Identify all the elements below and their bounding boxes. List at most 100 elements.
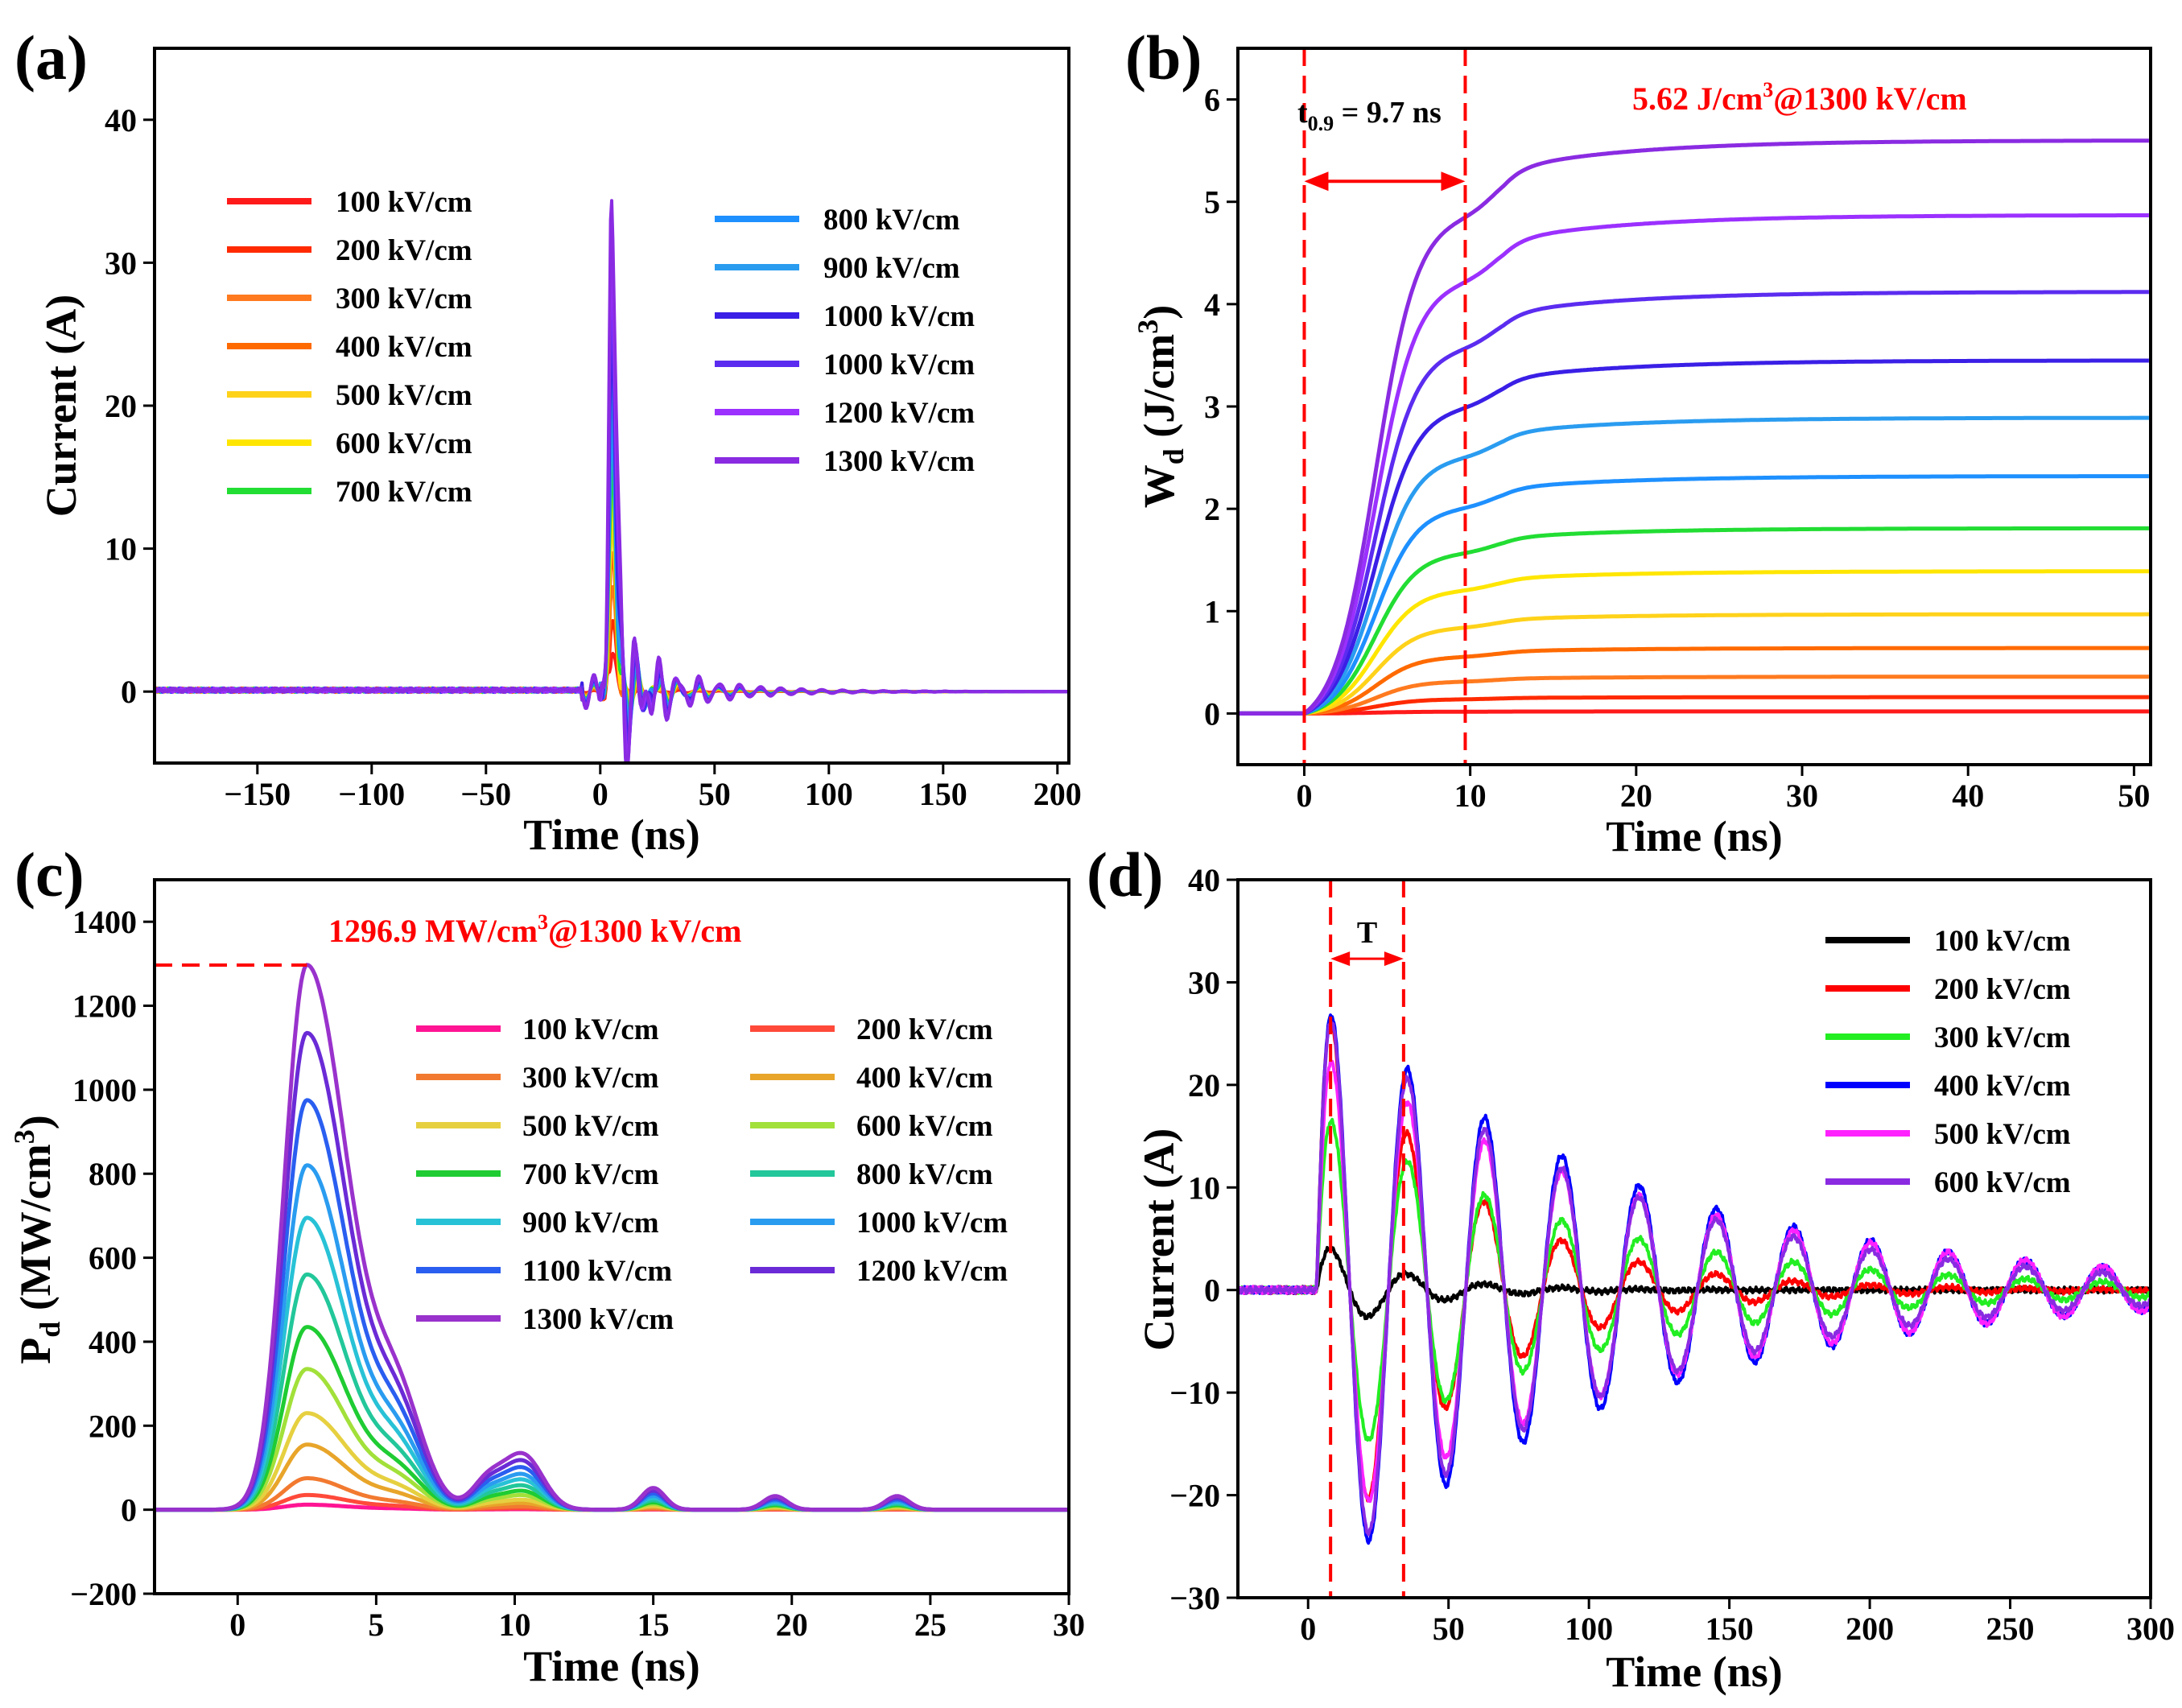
x-tick-label: 150 <box>919 776 967 812</box>
x-tick-label: 150 <box>1706 1611 1754 1647</box>
legend-label: 800 kV/cm <box>823 204 960 237</box>
legend-label: 800 kV/cm <box>856 1158 993 1191</box>
annotation-red-sup: 3 <box>1763 78 1773 101</box>
x-tick-label: 50 <box>699 776 731 812</box>
x-tick-label: 0 <box>1300 1611 1316 1647</box>
x-axis-label: Time (ns) <box>523 1642 700 1690</box>
panel-label: (c) <box>14 840 85 910</box>
x-tick-label: 200 <box>1846 1611 1894 1647</box>
plot-area <box>155 963 1069 1512</box>
x-tick-label: 10 <box>1454 778 1487 814</box>
annotation-red-pre: 1296.9 MW/cm <box>328 913 538 949</box>
x-tick-label: 200 <box>1033 776 1082 812</box>
legend-label: 300 kV/cm <box>1934 1021 2071 1054</box>
series-line <box>1238 1021 2151 1537</box>
y-tick-label: −200 <box>70 1576 137 1612</box>
annotation-red-sup: 3 <box>538 910 548 934</box>
legend-label: 600 kV/cm <box>336 427 472 460</box>
legend-label: 300 kV/cm <box>522 1062 659 1095</box>
annotation-red-post: @1300 kV/cm <box>1773 80 1967 117</box>
ylabel-sub: d <box>34 1322 66 1338</box>
y-tick-label: 1200 <box>72 988 137 1025</box>
arrow-head-left <box>1304 171 1329 192</box>
y-tick-label: 30 <box>105 245 137 281</box>
series-line <box>1238 474 2150 716</box>
series-line <box>155 1367 1069 1512</box>
y-tick-label: −10 <box>1169 1375 1220 1411</box>
legend-label: 500 kV/cm <box>336 379 472 412</box>
x-tick-label: 100 <box>805 776 853 812</box>
legend-label: 1000 kV/cm <box>856 1207 1008 1240</box>
y-tick-label: 1 <box>1204 593 1220 629</box>
y-axis-label: Current (A) <box>37 295 85 517</box>
y-tick-label: 4 <box>1204 287 1220 323</box>
y-axis-label: Pd (MW/cm3) <box>8 1115 66 1364</box>
plot-area <box>1238 138 2150 716</box>
y-tick-label: 6 <box>1204 82 1220 118</box>
plot-area <box>155 199 1069 763</box>
legend-label: 900 kV/cm <box>522 1207 659 1240</box>
legend-label: 400 kV/cm <box>856 1062 993 1095</box>
legend-label: 1200 kV/cm <box>823 397 975 430</box>
annotation-max-power: 1296.9 MW/cm3@1300 kV/cm <box>328 910 741 949</box>
series-line <box>1238 213 2150 716</box>
y-tick-label: 40 <box>105 102 137 138</box>
x-tick-label: 20 <box>776 1607 808 1643</box>
legend-label: 900 kV/cm <box>823 252 960 285</box>
y-tick-label: 10 <box>1188 1170 1220 1206</box>
panel-label: (d) <box>1087 840 1163 910</box>
y-tick-label: 20 <box>105 388 137 424</box>
annotation-max-energy: 5.62 J/cm3@1300 kV/cm <box>1632 78 1967 117</box>
legend-label: 1300 kV/cm <box>522 1303 674 1336</box>
legend-label: 1300 kV/cm <box>823 445 975 478</box>
annotation-red-post: @1300 kV/cm <box>548 913 742 949</box>
legend-label: 200 kV/cm <box>1934 973 2071 1006</box>
y-tick-label: −20 <box>1169 1478 1220 1514</box>
legend-label: 600 kV/cm <box>856 1110 993 1143</box>
x-axis-label: Time (ns) <box>523 811 700 859</box>
series-line <box>1238 138 2150 716</box>
legend-label: 200 kV/cm <box>336 234 472 267</box>
panel-c: 0 5 10 15 20 25 30 −200 0 200 400 600 800 1000 1200 140… <box>8 840 1085 1690</box>
y-tick-label: 1400 <box>72 904 137 940</box>
legend-label: 500 kV/cm <box>1934 1118 2071 1151</box>
y-tick-label: 0 <box>1204 1273 1220 1309</box>
x-tick-label: 100 <box>1565 1611 1613 1647</box>
annotation-t-main: t <box>1297 96 1308 130</box>
plot-area <box>1238 1013 2151 1545</box>
x-tick-label: 10 <box>499 1607 531 1643</box>
legend-label: 1100 kV/cm <box>522 1255 672 1288</box>
legend-label: 400 kV/cm <box>336 331 472 364</box>
legend-label: 100 kV/cm <box>1934 925 2071 958</box>
x-tick-label: 20 <box>1620 778 1652 814</box>
y-tick-label: 400 <box>89 1324 137 1360</box>
legend-label: 1200 kV/cm <box>856 1255 1008 1288</box>
x-axis-label: Time (ns) <box>1606 812 1783 860</box>
y-tick-label: 30 <box>1188 964 1220 1000</box>
x-tick-label: 5 <box>368 1607 384 1643</box>
annotation-period-T: T <box>1357 916 1377 950</box>
series-line <box>1238 675 2150 716</box>
y-tick-label: 20 <box>1188 1067 1220 1104</box>
series-line <box>1238 415 2150 716</box>
arrow-head-right <box>1384 951 1404 967</box>
legend-label: 100 kV/cm <box>522 1013 659 1046</box>
legend-label: 400 kV/cm <box>1934 1070 2071 1103</box>
x-tick-label: 0 <box>229 1607 245 1643</box>
y-tick-label: 1000 <box>72 1072 137 1108</box>
ylabel-end: ) <box>11 1115 60 1129</box>
arrow-head-right <box>1441 171 1466 192</box>
series-line <box>1238 646 2150 716</box>
series-line <box>1238 709 2150 716</box>
legend-label: 1000 kV/cm <box>823 300 975 333</box>
series-line <box>1238 526 2150 716</box>
x-tick-label: −100 <box>338 776 405 812</box>
ylabel-main: W <box>1135 464 1183 508</box>
legend-label: 100 kV/cm <box>336 186 472 219</box>
y-tick-label: 40 <box>1188 862 1220 898</box>
ylabel-sup: 3 <box>8 1129 40 1144</box>
series-line <box>155 1325 1069 1512</box>
y-tick-label: −30 <box>1169 1580 1220 1616</box>
y-tick-label: 200 <box>89 1408 137 1444</box>
